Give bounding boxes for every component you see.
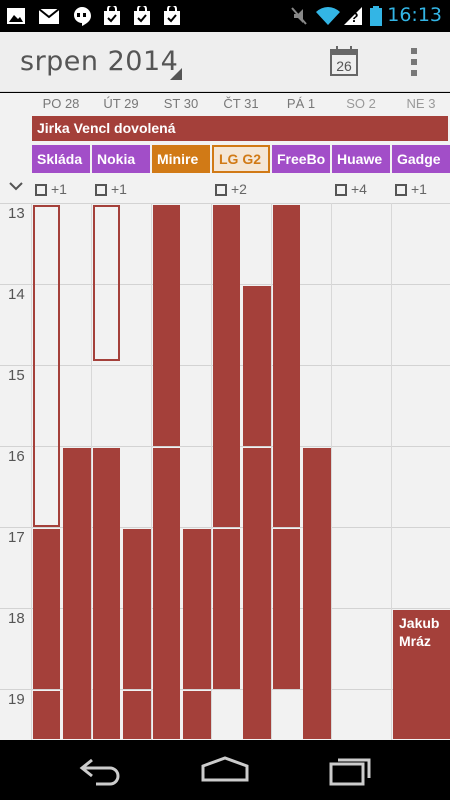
- hour-label: 13: [8, 205, 25, 222]
- all-day-event[interactable]: Huawe: [332, 145, 390, 173]
- day-column-divider: [31, 203, 32, 740]
- calendar-event-block[interactable]: [183, 691, 211, 739]
- day-header[interactable]: ČT 31: [223, 96, 259, 111]
- calendar-event-block[interactable]: [213, 205, 240, 527]
- shopping-bag-icon: [164, 6, 180, 25]
- all-day-event[interactable]: Gadge: [392, 145, 450, 173]
- hour-label: 19: [8, 691, 25, 708]
- more-events-chip[interactable]: +1: [395, 180, 427, 198]
- calendar-event-block[interactable]: [93, 205, 120, 361]
- day-header[interactable]: NE 3: [406, 96, 436, 111]
- day-header[interactable]: ÚT 29: [103, 96, 139, 111]
- calendar-event-block[interactable]: [93, 448, 120, 739]
- hour-label: 16: [8, 448, 25, 465]
- all-day-event[interactable]: FreeBo: [272, 145, 330, 173]
- hour-label: 14: [8, 286, 25, 303]
- calendar-event-block[interactable]: [183, 529, 211, 689]
- hour-label: 17: [8, 529, 25, 546]
- hour-gridline: [0, 527, 450, 528]
- checkbox-icon: [395, 184, 407, 196]
- checkbox-icon: [35, 184, 47, 196]
- more-events-count: +1: [111, 181, 127, 197]
- calendar-event-block[interactable]: [273, 529, 300, 689]
- time-grid: 13 14 15 16 17 18 19 Jakub Mráz: [0, 203, 450, 740]
- calendar-event-block[interactable]: [123, 529, 151, 689]
- day-column-divider: [151, 203, 152, 740]
- overflow-menu-icon[interactable]: [404, 46, 424, 78]
- day-header[interactable]: PÁ 1: [286, 96, 316, 111]
- hangouts-icon: [74, 7, 91, 26]
- all-day-event[interactable]: Minire: [152, 145, 210, 173]
- calendar-event-block[interactable]: [33, 691, 60, 739]
- action-bar: srpen 2014 26: [0, 32, 450, 92]
- gmail-icon: [38, 8, 60, 24]
- no-sim-icon: ?: [344, 7, 362, 25]
- wifi-icon: [316, 7, 340, 25]
- more-events-count: +4: [351, 181, 367, 197]
- more-events-chip[interactable]: +4: [335, 180, 367, 198]
- today-icon[interactable]: 26: [330, 46, 358, 76]
- back-icon[interactable]: [78, 754, 124, 786]
- day-header[interactable]: PO 28: [42, 96, 80, 111]
- all-day-event-spanning[interactable]: Jirka Vencl dovolená: [32, 116, 448, 141]
- checkbox-icon: [335, 184, 347, 196]
- week-view: PO 28 ÚT 29 ST 30 ČT 31 PÁ 1 SO 2 NE 3 Jirka V…: [0, 93, 450, 740]
- calendar-event-block[interactable]: [273, 205, 300, 527]
- day-column-divider: [211, 203, 212, 740]
- day-column-divider: [391, 203, 392, 740]
- day-header[interactable]: SO 2: [346, 96, 376, 111]
- calendar-event-block[interactable]: [33, 205, 60, 527]
- more-events-chip[interactable]: +2: [215, 180, 247, 198]
- more-events-count: +2: [231, 181, 247, 197]
- checkbox-icon: [215, 184, 227, 196]
- svg-text:?: ?: [350, 9, 359, 25]
- hour-label: 15: [8, 367, 25, 384]
- day-column-divider: [91, 203, 92, 740]
- calendar-event-block[interactable]: Jakub Mráz: [393, 610, 450, 739]
- shopping-bag-icon: [104, 6, 120, 25]
- calendar-event-block[interactable]: [33, 529, 60, 689]
- more-events-count: +1: [51, 181, 67, 197]
- hour-gridline: [0, 203, 450, 204]
- hour-label: 18: [8, 610, 25, 627]
- checkbox-icon: [95, 184, 107, 196]
- more-events-chip[interactable]: +1: [95, 180, 127, 198]
- all-day-event[interactable]: Nokia: [92, 145, 150, 173]
- all-day-event[interactable]: Skláda: [32, 145, 90, 173]
- month-title[interactable]: srpen 2014: [20, 46, 179, 77]
- event-title: Jakub Mráz: [399, 615, 440, 649]
- battery-icon: [370, 6, 382, 26]
- clock-time: 16:13: [387, 4, 442, 26]
- mute-icon: [291, 7, 307, 25]
- day-header[interactable]: ST 30: [163, 96, 199, 111]
- dropdown-caret-icon[interactable]: [170, 68, 182, 80]
- calendar-event-block[interactable]: [303, 448, 331, 739]
- recent-apps-icon[interactable]: [328, 754, 374, 786]
- more-events-chip[interactable]: +1: [35, 180, 67, 198]
- calendar-event-block[interactable]: [153, 205, 180, 446]
- collapse-all-day-icon[interactable]: [8, 180, 24, 192]
- more-events-count: +1: [411, 181, 427, 197]
- calendar-event-block[interactable]: [243, 448, 271, 739]
- shopping-bag-icon: [134, 6, 150, 25]
- hour-gridline: [0, 689, 450, 690]
- navigation-bar: [0, 740, 450, 800]
- day-column-divider: [271, 203, 272, 740]
- svg-text:26: 26: [336, 58, 352, 74]
- home-icon[interactable]: [200, 754, 250, 786]
- calendar-event-block[interactable]: [213, 529, 240, 689]
- calendar-event-block[interactable]: [153, 448, 180, 739]
- calendar-event-block[interactable]: [243, 286, 271, 446]
- all-day-event[interactable]: LG G2: [212, 145, 270, 173]
- gallery-icon: [7, 8, 25, 24]
- status-bar: ? 16:13: [0, 0, 450, 32]
- day-column-divider: [331, 203, 332, 740]
- calendar-event-block[interactable]: [63, 448, 91, 739]
- calendar-event-block[interactable]: [123, 691, 151, 739]
